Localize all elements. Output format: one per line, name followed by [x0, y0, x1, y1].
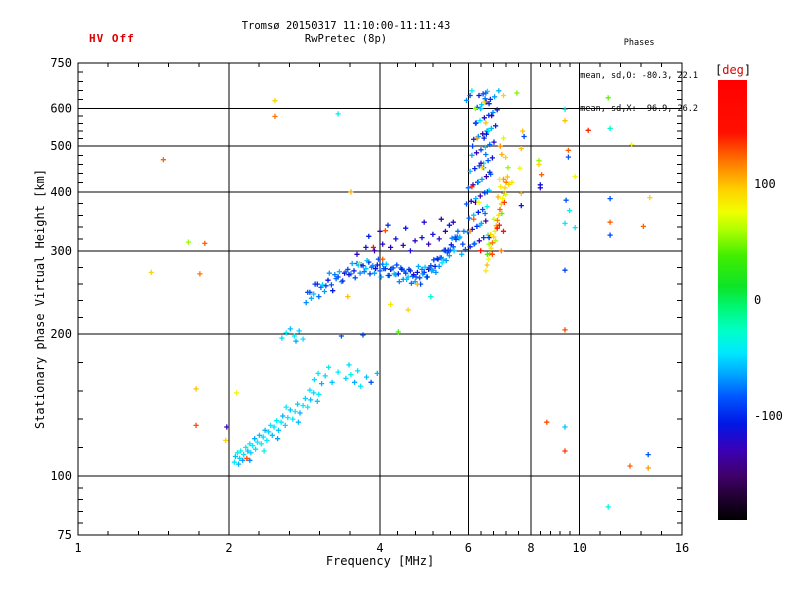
- y-tick-label: 750: [50, 56, 72, 70]
- x-tick-label: 16: [675, 541, 689, 555]
- axes: [77, 62, 683, 536]
- y-tick-label: 400: [50, 185, 72, 199]
- y-tick-label: 500: [50, 139, 72, 153]
- y-tick-label: 100: [50, 469, 72, 483]
- y-tick-label: 75: [58, 528, 72, 542]
- grid-lines: [78, 63, 682, 535]
- x-tick-label: 4: [376, 541, 383, 555]
- x-tick-label: 1: [74, 541, 81, 555]
- scatter-points: [148, 88, 653, 510]
- x-axis-title: Frequency [MHz]: [326, 554, 434, 568]
- x-tick-label: 10: [572, 541, 586, 555]
- x-tick-label: 8: [527, 541, 534, 555]
- phase-stats-o-mode: mean, sd,O: -80.3, 22.1: [580, 71, 698, 81]
- plot-title-line2: RwPretec (8p): [304, 33, 388, 45]
- y-tick-label: 200: [50, 327, 72, 341]
- phase-stats-title: Phases: [623, 38, 655, 48]
- hv-status-label: HV Off: [89, 32, 135, 45]
- x-tick-label: 2: [225, 541, 232, 555]
- plot-title-line1: Tromsø 20150317 11:10:00-11:11:43: [241, 20, 451, 32]
- tick-labels: 1 2 4 6 8 10 16 750 600 500 400 300 200 100 75: [50, 56, 689, 555]
- colorbar: 100 0 -100 [deg]: [715, 63, 783, 520]
- y-axis-title: Stationary phase Virtual Height [km]: [33, 169, 47, 429]
- colorbar-tick-label: 0: [754, 293, 761, 307]
- y-tick-label: 300: [50, 244, 72, 258]
- colorbar-gradient: [718, 80, 747, 520]
- x-tick-label: 6: [465, 541, 472, 555]
- colorbar-tick-label: -100: [754, 409, 783, 423]
- colorbar-tick-label: 100: [754, 177, 776, 191]
- colorbar-unit-label: [deg]: [715, 63, 751, 77]
- plot-title: Tromsø 20150317 11:10:00-11:11:43 RwPret…: [146, 20, 546, 46]
- y-tick-label: 600: [50, 102, 72, 116]
